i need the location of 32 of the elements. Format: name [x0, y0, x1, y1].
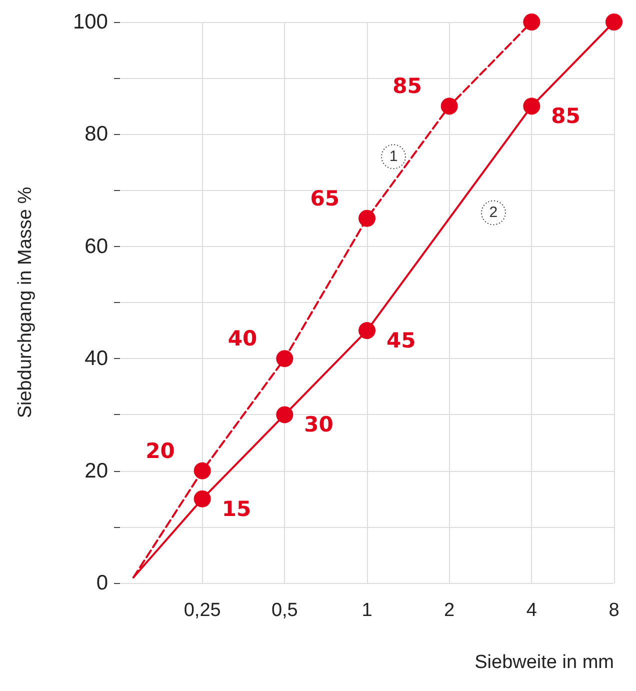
data-label: 45 — [386, 328, 416, 353]
data-label: 15 — [222, 496, 252, 521]
data-label: 85 — [392, 74, 422, 98]
x-tick-label: 2 — [444, 600, 455, 621]
point — [358, 322, 376, 340]
point — [276, 350, 294, 368]
data-label: 85 — [551, 104, 580, 128]
data-label: 65 — [310, 186, 340, 210]
point — [440, 98, 458, 115]
x-tick-label: 1 — [362, 600, 372, 621]
y-tick-label: 20 — [84, 459, 108, 482]
point — [358, 210, 376, 227]
data-label: 30 — [304, 412, 334, 437]
y-tick-label: 60 — [84, 234, 108, 258]
y-tick-label: 80 — [84, 122, 108, 146]
y-axis-title: Siebdurchgang in Masse % — [15, 186, 36, 418]
x-tick-label: 0,25 — [184, 600, 221, 621]
annotation: 2 — [489, 204, 498, 222]
point — [276, 406, 294, 424]
x-axis-title: Siebweite in mm — [474, 652, 614, 673]
data-label: 40 — [228, 326, 258, 351]
x-tick-label: 8 — [608, 600, 620, 621]
x-tick-label: 0,5 — [271, 600, 298, 621]
point — [523, 14, 540, 30]
x-tick-label: 4 — [526, 600, 538, 621]
point — [194, 490, 211, 508]
y-tick-label: 100 — [72, 10, 108, 34]
data-label: 20 — [146, 438, 175, 463]
annotation: 1 — [389, 148, 398, 166]
point — [194, 462, 211, 480]
y-tick-label: 0 — [96, 572, 108, 594]
y-tick-label: 40 — [84, 347, 108, 370]
